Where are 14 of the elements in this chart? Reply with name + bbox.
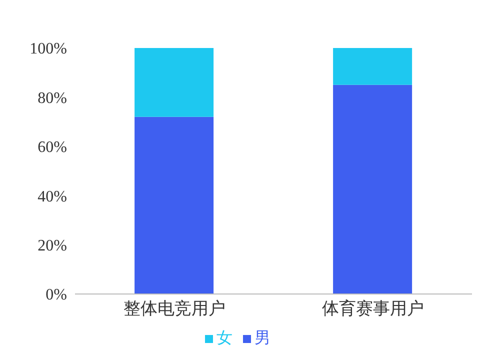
bar — [333, 48, 412, 85]
legend-label: 女 — [216, 330, 232, 347]
y-tick-label: 60% — [38, 139, 67, 156]
bar — [333, 84, 412, 294]
bar — [134, 48, 214, 117]
y-tick-label: 0% — [46, 286, 67, 304]
y-tick-label: 80% — [38, 90, 67, 107]
y-tick-label: 40% — [38, 188, 67, 206]
y-tick-label: 100% — [30, 40, 67, 58]
bar — [134, 116, 214, 294]
legend-label: 男 — [254, 330, 270, 347]
x-tick-label: 整体电竞用户 — [123, 299, 226, 318]
x-tick-label: 体育赛事用户 — [322, 299, 424, 318]
y-tick-label: 20% — [38, 237, 67, 254]
